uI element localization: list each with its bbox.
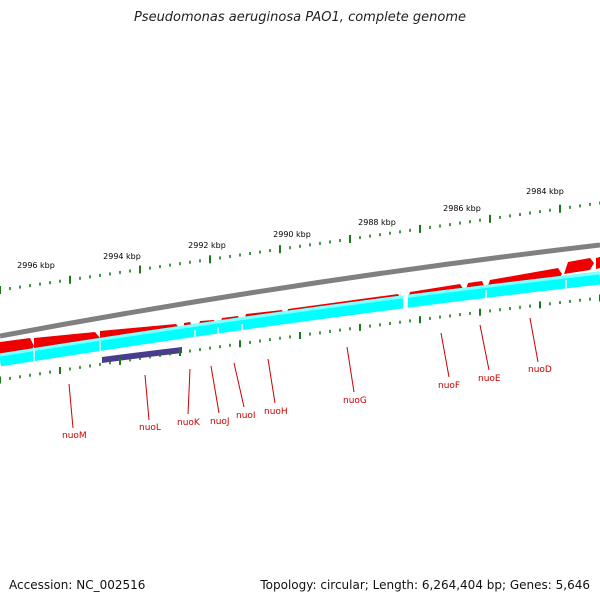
- gene-label-nuoG[interactable]: nuoG: [343, 396, 367, 406]
- kbp-labels: 2984 kbp 2986 kbp 2988 kbp 2990 kbp 2992 kbp…: [17, 187, 564, 270]
- gene-label-nuoK[interactable]: nuoK: [177, 418, 201, 428]
- map-title: Pseudomonas aeruginosa PAO1, complete ge…: [133, 10, 467, 25]
- kbp-label: 2992 kbp: [188, 241, 226, 250]
- kbp-label: 2984 kbp: [526, 187, 564, 196]
- gene-label-nuoL[interactable]: nuoL: [139, 423, 161, 433]
- kbp-label: 2994 kbp: [103, 252, 141, 261]
- gene-label-nuoJ[interactable]: nuoJ: [210, 417, 230, 427]
- kbp-label: 2988 kbp: [358, 218, 396, 227]
- kbp-label: 2990 kbp: [273, 230, 311, 239]
- gene-label-nuoF[interactable]: nuoF: [438, 381, 460, 391]
- gene-label-nuoD[interactable]: nuoD: [528, 365, 552, 375]
- inner-tick-ring: [0, 294, 600, 384]
- kbp-label: 2996 kbp: [17, 261, 55, 270]
- topology-summary: Topology: circular; Length: 6,264,404 bp…: [260, 578, 590, 592]
- cds-track-cyan: [0, 271, 600, 367]
- kbp-label: 2986 kbp: [443, 204, 481, 213]
- gene-label-nuoM[interactable]: nuoM: [62, 431, 87, 441]
- gene-label-nuoI[interactable]: nuoI: [236, 411, 256, 421]
- genome-backbone: [0, 242, 600, 339]
- accession-text: Accession: NC_002516: [9, 578, 146, 592]
- gene-label-nuoH[interactable]: nuoH: [264, 407, 288, 417]
- highlighted-gene-nuoL[interactable]: [102, 347, 182, 363]
- outer-tick-ring: [0, 201, 600, 294]
- feature-arrow[interactable]: [564, 258, 594, 274]
- gene-label-nuoE[interactable]: nuoE: [478, 374, 501, 384]
- feature-arrow[interactable]: [596, 257, 600, 269]
- gene-labels: nuoD nuoE nuoF nuoG nuoH nuoI nuoJ nuoK …: [62, 365, 552, 441]
- gene-leader-lines: [68, 317, 539, 429]
